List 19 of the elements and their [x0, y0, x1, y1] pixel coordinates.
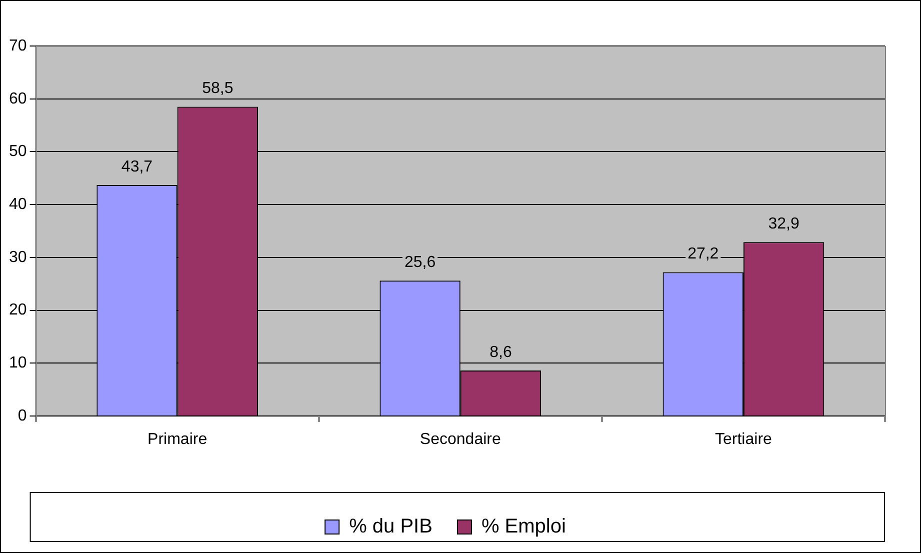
y-tick-label: 0	[18, 407, 27, 424]
data-label: 58,5	[202, 80, 234, 98]
data-label: 32,9	[768, 216, 800, 233]
data-label: 43,7	[121, 158, 153, 176]
y-tick-label: 10	[9, 354, 27, 372]
data-label: 27,2	[688, 246, 719, 263]
legend-label: % Emploi	[481, 516, 566, 538]
data-label: 25,6	[404, 254, 436, 272]
x-tick-label: Primaire	[148, 431, 208, 448]
y-tick-label: 30	[9, 248, 27, 266]
y-tick-label: 60	[9, 90, 27, 108]
y-tick-label: 20	[9, 302, 27, 319]
data-label: 8,6	[490, 344, 512, 361]
y-tick-label: 40	[9, 196, 27, 213]
y-tick-label: 70	[9, 37, 27, 54]
x-tick-label: Secondaire	[420, 431, 501, 448]
y-tick-label: 50	[9, 143, 27, 160]
legend-label: % du PIB	[349, 516, 432, 538]
x-tick-label: Tertiaire	[715, 431, 772, 448]
